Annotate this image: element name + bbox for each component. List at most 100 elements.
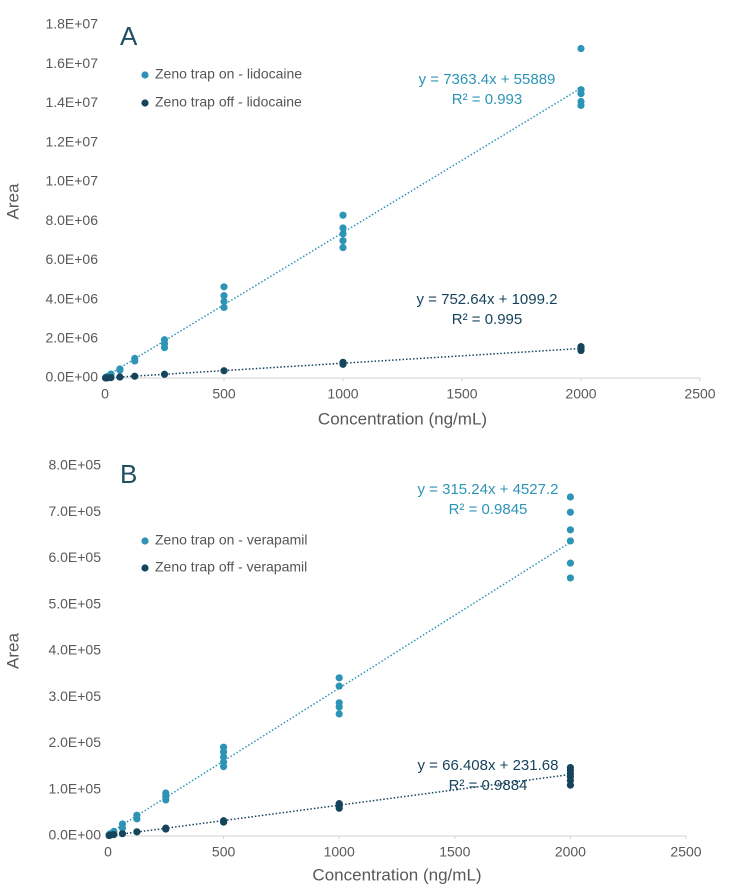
y-tick-label: 4.0E+05 <box>48 642 101 658</box>
data-point <box>335 674 343 682</box>
y-tick-label: 8.0E+05 <box>48 457 101 473</box>
y-tick-label: 2.0E+05 <box>48 734 101 750</box>
y-tick-label: 0.0E+00 <box>45 369 98 385</box>
x-tick-label: 2000 <box>555 844 586 860</box>
data-point <box>131 372 139 380</box>
x-axis-label: Concentration (ng/mL) <box>318 409 487 428</box>
trendline-equation: y = 7363.4x + 55889 <box>419 71 556 88</box>
data-point <box>220 748 228 756</box>
data-point <box>116 373 124 381</box>
data-point <box>335 682 343 690</box>
data-point <box>110 831 118 839</box>
data-point <box>335 804 343 812</box>
data-point <box>107 374 115 382</box>
data-point <box>566 559 575 567</box>
x-tick-label: 500 <box>212 386 236 402</box>
trendline-r2: R² = 0.995 <box>452 311 522 328</box>
data-point <box>339 230 347 238</box>
data-point <box>220 753 228 761</box>
data-point <box>133 815 141 823</box>
y-tick-label: 7.0E+05 <box>48 503 101 519</box>
data-point <box>220 303 228 311</box>
x-tick-label: 1000 <box>327 386 358 402</box>
trendline-r2: R² = 0.9845 <box>449 501 528 518</box>
y-tick-label: 1.8E+07 <box>45 16 98 32</box>
data-point <box>566 574 575 582</box>
data-point <box>162 825 170 833</box>
data-point <box>220 763 228 771</box>
data-point <box>162 796 170 804</box>
data-point <box>339 360 347 368</box>
y-tick-label: 1.0E+05 <box>48 780 101 796</box>
trendline <box>105 87 582 378</box>
data-point <box>339 243 347 252</box>
data-point <box>118 830 127 838</box>
data-point <box>133 828 141 836</box>
data-point <box>566 526 575 534</box>
legend-marker <box>141 99 149 107</box>
y-axis-label: Area <box>3 633 22 669</box>
legend-marker <box>141 71 149 79</box>
trendline-equation: y = 315.24x + 4527.2 <box>418 481 559 498</box>
data-point <box>220 818 228 826</box>
data-point <box>131 357 139 365</box>
panel-label: B <box>120 459 137 489</box>
y-tick-label: 6.0E+05 <box>48 549 101 565</box>
data-point <box>577 90 585 98</box>
y-tick-label: 0.0E+00 <box>48 827 101 843</box>
x-tick-label: 2500 <box>670 844 701 860</box>
x-tick-label: 0 <box>101 386 109 402</box>
legend-label: Zeno trap on - lidocaine <box>155 66 302 82</box>
y-tick-label: 1.6E+07 <box>45 55 98 71</box>
y-tick-label: 4.0E+06 <box>45 290 98 306</box>
x-tick-label: 2000 <box>565 386 596 402</box>
data-point <box>566 781 575 789</box>
data-point <box>566 508 575 516</box>
x-tick-label: 1500 <box>439 844 470 860</box>
legend-label: Zeno trap off - verapamil <box>155 559 307 575</box>
y-tick-label: 8.0E+06 <box>45 212 98 228</box>
y-tick-label: 1.4E+07 <box>45 94 98 110</box>
data-point <box>335 703 343 711</box>
trendline <box>109 773 571 837</box>
legend-label: Zeno trap on - verapamil <box>155 532 308 548</box>
data-point <box>118 824 127 832</box>
trendline-equation: y = 66.408x + 231.68 <box>418 757 559 774</box>
x-axis-label: Concentration (ng/mL) <box>312 865 481 884</box>
data-point <box>220 292 228 300</box>
x-tick-label: 500 <box>212 844 236 860</box>
trendline-r2: R² = 0.9884 <box>449 777 528 794</box>
x-tick-label: 1000 <box>324 844 355 860</box>
legend-marker <box>141 537 149 545</box>
y-tick-label: 1.2E+07 <box>45 133 98 149</box>
data-point <box>339 224 347 232</box>
y-tick-label: 3.0E+05 <box>48 688 101 704</box>
x-tick-label: 2500 <box>684 386 715 402</box>
data-point <box>339 237 347 245</box>
x-tick-label: 0 <box>104 844 112 860</box>
data-point <box>566 493 575 501</box>
trendline-r2: R² = 0.993 <box>452 91 522 108</box>
data-point <box>220 283 228 291</box>
legend-label: Zeno trap off - lidocaine <box>155 94 302 110</box>
x-tick-label: 1500 <box>446 386 477 402</box>
y-tick-label: 6.0E+06 <box>45 251 98 267</box>
data-point <box>577 346 585 355</box>
data-point <box>577 101 585 110</box>
trendline-equation: y = 752.64x + 1099.2 <box>417 291 558 308</box>
data-point <box>577 44 585 53</box>
data-point <box>339 211 347 219</box>
data-point <box>160 344 169 352</box>
data-point <box>335 710 343 718</box>
panel-label: A <box>120 21 138 51</box>
legend-marker <box>141 564 149 572</box>
data-point <box>116 366 124 374</box>
y-axis-label: Area <box>3 183 22 219</box>
data-point <box>220 367 228 375</box>
data-point <box>566 537 575 545</box>
data-point <box>220 297 228 306</box>
data-point <box>160 370 169 378</box>
y-tick-label: 1.0E+07 <box>45 173 98 189</box>
y-tick-label: 5.0E+05 <box>48 595 101 611</box>
